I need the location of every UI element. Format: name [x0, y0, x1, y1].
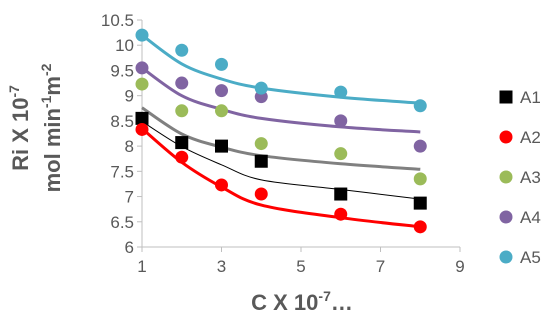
legend-marker-a5	[499, 250, 513, 264]
y-axis-title-line2-base: mol min	[40, 108, 65, 192]
y-axis-title-line1-exponent: -7	[6, 85, 22, 98]
legend-marker-a2	[499, 130, 513, 144]
y-tick-label: 7.5	[110, 162, 134, 181]
legend-label-a4: A4	[520, 208, 541, 227]
data-point-a5	[413, 99, 427, 113]
x-axis-title: C X 10-7…	[251, 288, 353, 315]
data-point-a1	[413, 196, 427, 210]
data-point-a1	[254, 154, 268, 168]
y-tick-label: 8	[125, 137, 134, 156]
data-points-group	[135, 28, 427, 234]
legend-marker-a3	[499, 170, 513, 184]
y-axis-title-line1-base: Ri X 10	[8, 98, 33, 171]
data-point-a3	[175, 104, 189, 118]
y-tick-label: 8.5	[110, 112, 134, 131]
data-point-a5	[135, 28, 149, 42]
data-point-a1	[135, 111, 149, 125]
trendline-a5	[141, 33, 421, 105]
y-axis-title-line1: Ri X 10-7	[6, 85, 33, 171]
data-point-a1	[215, 139, 228, 153]
legend-label-a2: A2	[520, 128, 541, 147]
x-tick-label: 5	[296, 257, 305, 276]
tick-labels-group: 6 6.5 7 7.5 8 8.5 9 9.5 10 10.5 1 3 5 7 9	[101, 11, 465, 276]
data-point-a2	[413, 220, 427, 234]
data-point-a3	[135, 77, 149, 91]
y-tick-label: 6.5	[110, 213, 134, 232]
data-point-a4	[135, 61, 149, 75]
data-point-a5	[334, 85, 348, 99]
data-point-a4	[413, 139, 427, 153]
data-point-a1	[175, 136, 189, 150]
data-point-a5	[254, 81, 268, 95]
x-tick-label: 1	[137, 257, 146, 276]
y-axis-title-line2-unit: m	[40, 76, 65, 96]
data-point-a5	[175, 43, 189, 57]
y-tick-label: 6	[125, 238, 134, 257]
x-tick-label: 7	[376, 257, 385, 276]
y-tick-label: 10	[115, 36, 134, 55]
y-axis-title-line2-exponent1: -1	[38, 95, 54, 108]
data-point-a2	[175, 150, 189, 164]
legend-label-a5: A5	[520, 248, 541, 267]
data-point-a3	[254, 137, 268, 151]
y-tick-label: 9.5	[110, 61, 134, 80]
y-tick-label: 10.5	[101, 11, 134, 30]
legend-label-a3: A3	[520, 168, 541, 187]
data-point-a3	[215, 104, 228, 118]
data-point-a3	[334, 147, 348, 161]
data-point-a1	[334, 187, 348, 201]
y-tick-label: 9	[125, 87, 134, 106]
legend-label-a1: A1	[520, 88, 541, 107]
x-axis-title-suffix: …	[331, 290, 353, 315]
y-axis-title: Ri X 10-7 mol min-1m-2	[6, 63, 65, 192]
data-point-a2	[334, 207, 348, 221]
legend: A1 A2 A3 A4 A5	[499, 88, 541, 267]
data-point-a3	[413, 172, 427, 186]
data-point-a5	[215, 57, 228, 71]
legend-marker-a4	[499, 210, 513, 224]
x-tick-label: 3	[217, 257, 226, 276]
data-point-a4	[334, 114, 348, 128]
data-point-a2	[254, 187, 268, 201]
data-point-a4	[175, 76, 189, 90]
x-tick-label: 9	[455, 257, 464, 276]
y-axis-title-line2: mol min-1m-2	[38, 63, 65, 192]
legend-marker-a1	[499, 90, 513, 104]
trendline-a3	[141, 106, 421, 171]
y-axis-title-line2-exponent2: -2	[38, 63, 54, 76]
y-tick-label: 7	[125, 188, 134, 207]
x-axis-title-exponent: -7	[318, 288, 331, 304]
trendlines-group	[141, 33, 421, 229]
x-axis-title-base: C X 10	[251, 290, 318, 315]
data-point-a2	[135, 122, 149, 136]
trendline-a4	[141, 66, 421, 134]
data-point-a2	[215, 178, 228, 192]
data-point-a4	[215, 84, 228, 98]
